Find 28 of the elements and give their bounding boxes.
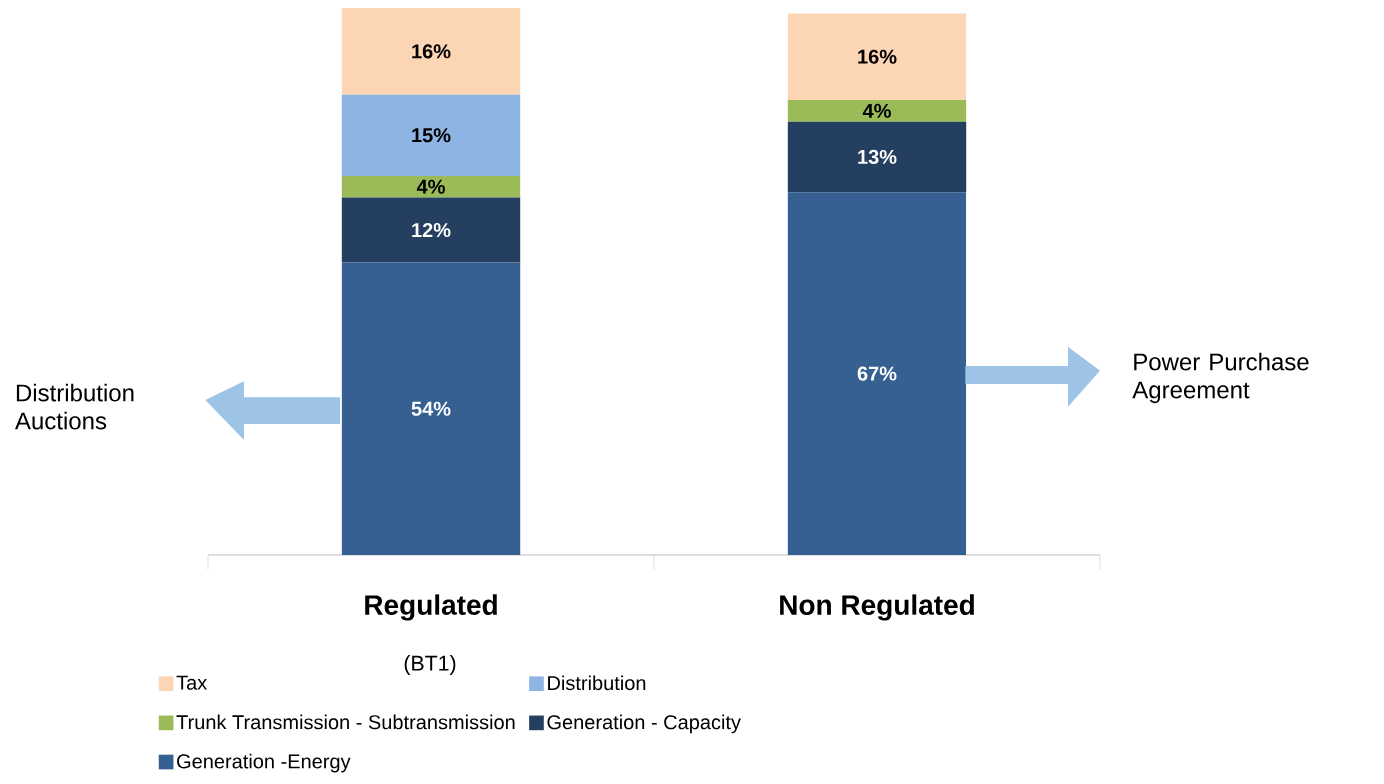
data-label: 67% xyxy=(857,366,897,381)
data-label: 54% xyxy=(411,401,451,416)
data-label: 13% xyxy=(858,149,897,165)
bar xyxy=(787,100,967,122)
text: (BT1) xyxy=(404,655,456,675)
bar xyxy=(787,13,967,101)
bar xyxy=(787,192,967,555)
data-label: 16% xyxy=(858,49,897,64)
text: Distribution Auctions xyxy=(14,383,134,430)
bar xyxy=(341,7,521,95)
data-label: 16% xyxy=(412,44,451,59)
bar xyxy=(341,262,521,555)
x-tick-label: Regulated xyxy=(365,594,497,621)
legend-label: Generation -Energy xyxy=(177,753,351,773)
text: Power Purchase Agreement xyxy=(1132,352,1309,404)
data-label: 15% xyxy=(412,128,451,143)
legend-label: Tax xyxy=(176,675,208,690)
bar xyxy=(341,175,521,198)
data-label: 12% xyxy=(412,222,451,238)
legend-label: Generation - Capacity xyxy=(547,714,741,734)
data-label: 4% xyxy=(416,179,445,194)
bar xyxy=(341,94,521,176)
legend-label: Trunk Transmission - Subtransmission xyxy=(176,714,515,730)
legend-label: Distribution xyxy=(548,675,646,691)
x-tick-label: Non Regulated xyxy=(780,594,974,621)
data-label: 4% xyxy=(862,103,891,118)
bar xyxy=(341,197,521,263)
bar xyxy=(787,121,967,193)
